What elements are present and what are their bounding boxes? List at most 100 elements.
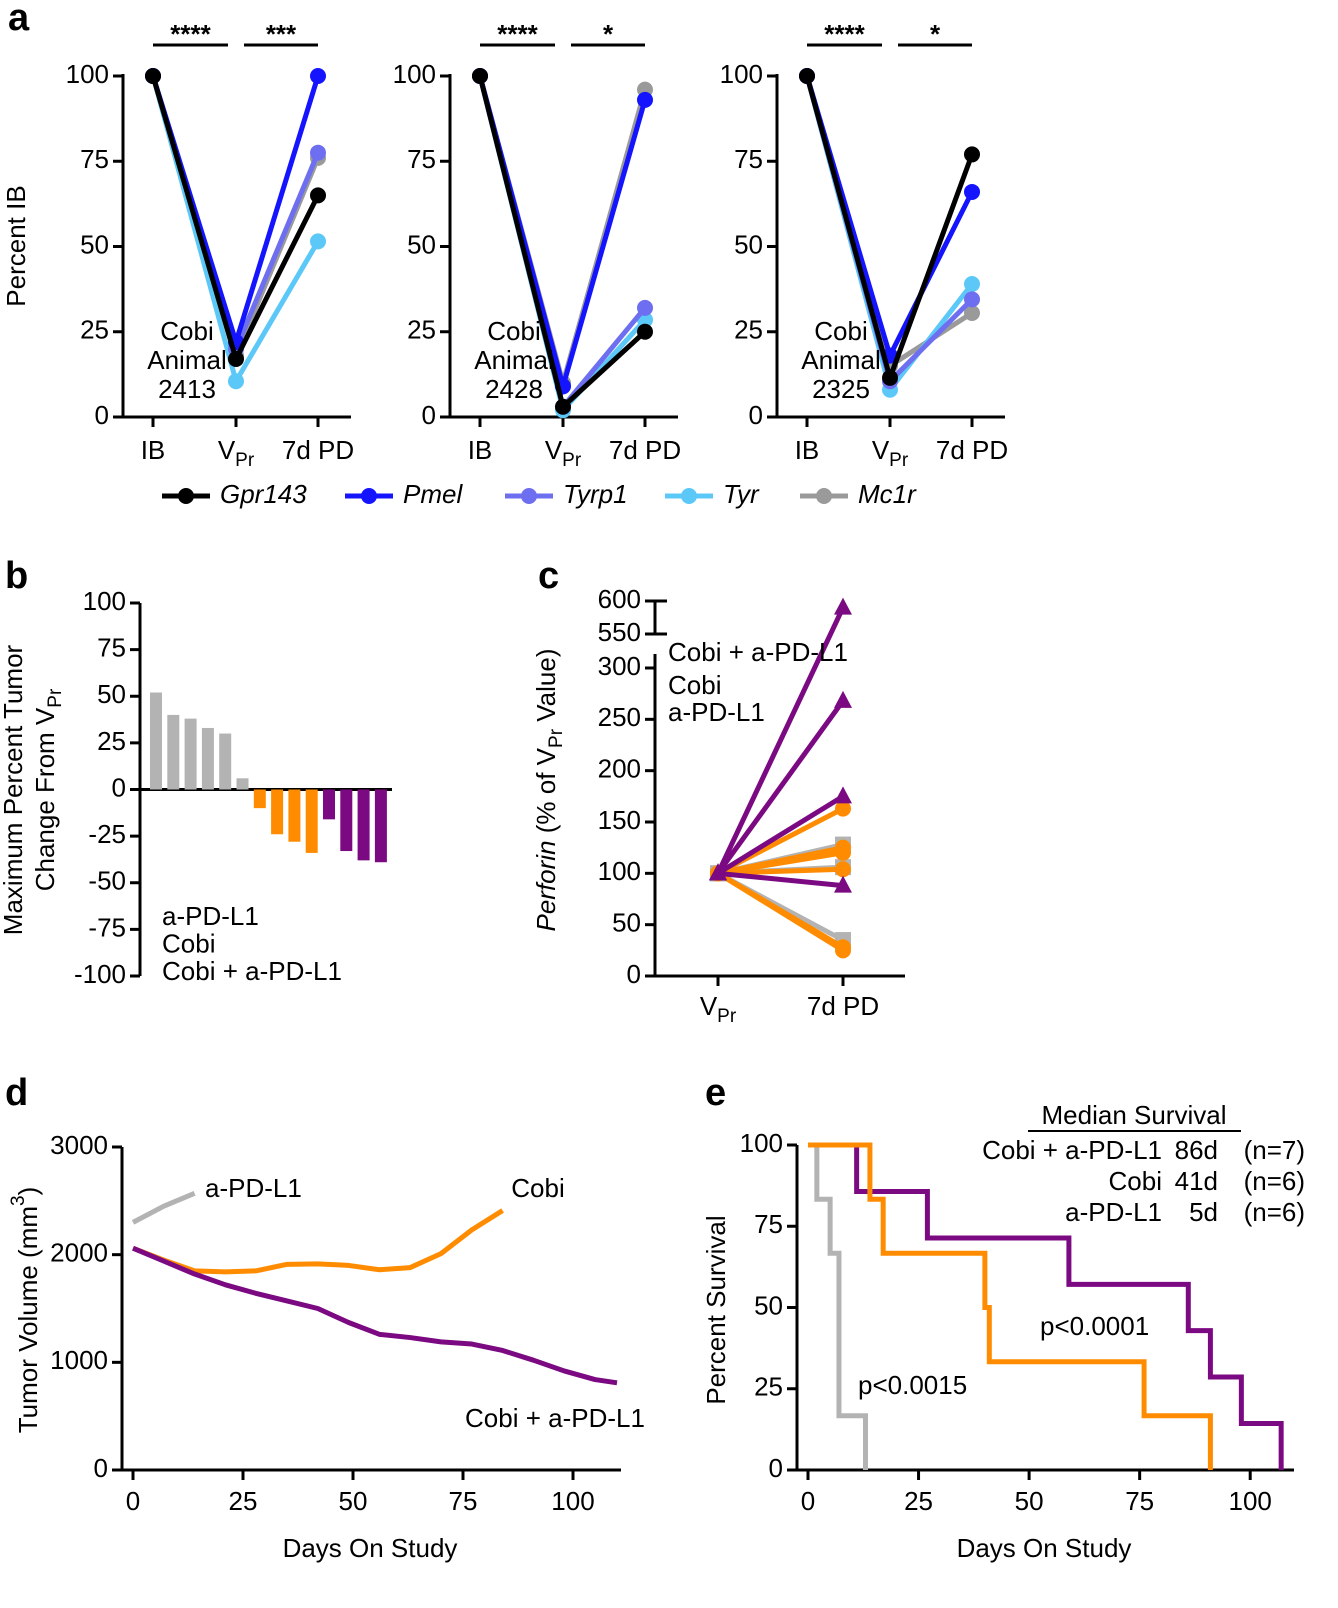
y-tick-label: 75 (407, 144, 436, 174)
table-median: 41d (1175, 1166, 1218, 1196)
bar (323, 789, 335, 820)
x-tick-label: 50 (339, 1486, 368, 1516)
y-axis-label: Percent IB (1, 185, 31, 306)
series-line (717, 866, 844, 876)
y-tick-label: 0 (94, 1453, 108, 1483)
y-axis-label: Tumor Volume (mm3) (8, 1187, 43, 1434)
marker (310, 187, 326, 204)
table-name: a-PD-L1 (1065, 1197, 1162, 1227)
y-tick-label: 25 (407, 315, 436, 345)
marker (835, 942, 851, 959)
table-n: (n=7) (1244, 1135, 1305, 1165)
x-tick-label: 7d PD (936, 435, 1008, 465)
marker (637, 323, 653, 340)
marker (310, 68, 326, 84)
x-tick-label: IB (141, 435, 166, 465)
panel-letter: b (5, 555, 28, 597)
series-line (715, 699, 846, 875)
significance-label: *** (266, 19, 297, 49)
table-median: 86d (1175, 1135, 1218, 1165)
legend-label: a-PD-L1 (162, 901, 259, 931)
series-line (132, 1245, 618, 1386)
table-name: Cobi (1109, 1166, 1162, 1196)
y-tick-label: -100 (74, 959, 126, 989)
marker (835, 844, 851, 861)
panel-letter: e (705, 1072, 726, 1114)
x-tick-label: 25 (229, 1486, 258, 1516)
series-line (132, 1208, 504, 1275)
x-tick-label: 100 (1229, 1486, 1272, 1516)
x-tick-label: IB (795, 435, 820, 465)
marker (709, 863, 727, 881)
series-line (716, 794, 845, 876)
panel-letter: a (8, 0, 30, 39)
significance-label: **** (497, 19, 538, 49)
legend-marker (521, 488, 537, 504)
marker (834, 597, 852, 615)
legend-marker (681, 488, 697, 504)
y-tick-label: 100 (83, 586, 126, 616)
significance-label: **** (824, 19, 865, 49)
x-tick-label: 7d PD (282, 435, 354, 465)
y-tick-label: 300 (598, 651, 641, 681)
y-tick-label: 1000 (50, 1345, 108, 1375)
y-tick-label: 200 (598, 754, 641, 784)
y-tick-label: 0 (769, 1453, 783, 1483)
y-tick-label: 25 (97, 726, 126, 756)
x-tick-label: 75 (449, 1486, 478, 1516)
x-axis-label: Days On Study (283, 1533, 458, 1563)
marker (310, 144, 326, 161)
bar (253, 789, 266, 809)
label-part: Pr (717, 1006, 737, 1027)
marker (228, 373, 244, 390)
legend-label: Cobi (668, 670, 721, 700)
marker (637, 91, 653, 108)
series-label: Cobi (511, 1173, 564, 1203)
label-part: Pr (45, 688, 66, 708)
bar (167, 714, 180, 790)
series-line (131, 1190, 196, 1225)
y-tick-label: -50 (88, 866, 126, 896)
y-axis-label: Percent Survival (701, 1215, 731, 1404)
y-tick-label: 0 (112, 772, 126, 802)
bar (219, 733, 232, 790)
bar (340, 789, 353, 852)
x-tick-label: 75 (1125, 1486, 1154, 1516)
series-label: a-PD-L1 (205, 1173, 302, 1203)
legend-marker (816, 488, 832, 504)
y-tick-label: 75 (97, 633, 126, 663)
label-part: V (545, 435, 563, 465)
x-tick-label: IB (468, 435, 493, 465)
marker (472, 68, 488, 84)
series-line (150, 75, 321, 357)
marker (964, 146, 980, 163)
label-part: Pr (235, 450, 255, 471)
x-tick-label: 0 (801, 1486, 815, 1516)
y-tick-label: 0 (749, 400, 763, 430)
marker (964, 304, 980, 321)
y-tick-label: 50 (407, 229, 436, 259)
marker (964, 183, 980, 200)
y-tick-label: 150 (598, 805, 641, 835)
bar (236, 778, 249, 790)
bar (357, 789, 370, 861)
legend-marker (178, 488, 194, 504)
bar (288, 789, 301, 842)
y-tick-label: 50 (754, 1290, 783, 1320)
y-tick-label: 25 (734, 315, 763, 345)
y-axis-label: Maximum Percent Tumor (0, 644, 28, 935)
label-part: Pr (546, 728, 567, 748)
bar (201, 727, 214, 790)
annotation: Cobi (487, 316, 540, 346)
label-part: Change From V (30, 707, 60, 891)
marker (882, 369, 898, 386)
marker (964, 291, 980, 308)
survival-curve (808, 1142, 868, 1470)
annotation: Cobi (814, 316, 867, 346)
significance-label: * (930, 19, 941, 49)
table-n: (n=6) (1244, 1197, 1305, 1227)
marker (834, 786, 852, 804)
panel-letter: d (5, 1072, 28, 1114)
label-part: Pr (889, 450, 909, 471)
label-part: Perforin (531, 840, 561, 931)
